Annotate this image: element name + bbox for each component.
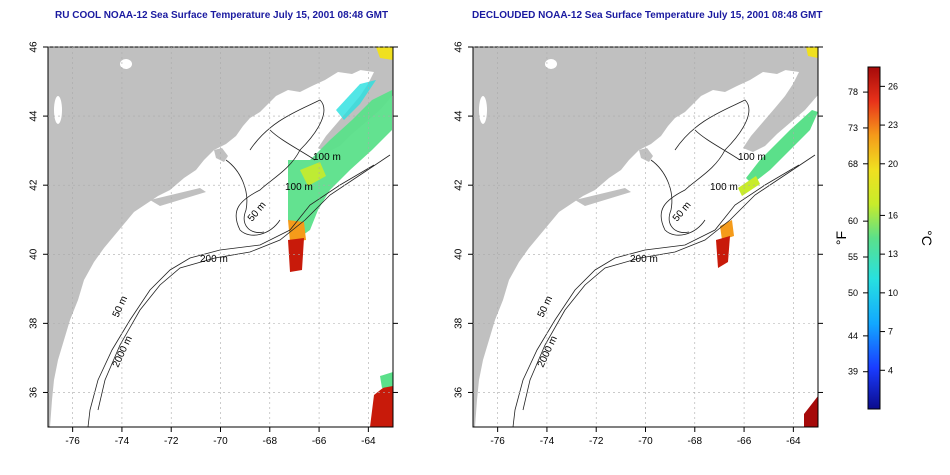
fahrenheit-axis-label: °F [833,231,849,245]
right-y-tick-label: 36 [454,386,465,398]
colorbar-fahrenheit-ticks: 78 73 68 60 55 50 44 39 [848,87,868,377]
left-label-100m-a: 100 m [313,152,341,163]
left-sst-corner-red [370,380,393,427]
left-sst-corner-green [380,372,393,388]
colorbar-celsius-ticks: 26 23 20 16 13 10 7 4 [880,81,898,375]
right-y-tick-label: 44 [454,110,465,122]
colorbar-f-tick-label: 78 [848,87,858,97]
left-x-tick-label: -64 [361,436,376,447]
left-gridlines [48,46,393,427]
right-x-tick-label: -64 [786,436,801,447]
left-map-title: RU COOL NOAA-12 Sea Surface Temperature … [55,10,389,21]
left-sst-swath-cyan [336,80,376,120]
left-x-tick-label: -66 [312,436,327,447]
left-x-tick-label: -70 [213,436,228,447]
right-sst-corner-red [804,396,818,427]
left-nova-scotia [318,47,393,152]
right-lake-2 [479,96,487,124]
left-label-100m-b: 100 m [285,182,313,193]
right-label-100m-b: 100 m [710,182,738,193]
left-cape-cod [214,148,228,162]
left-sst-warm-red [288,238,304,272]
left-x-tick-label: -72 [164,436,179,447]
left-x-tick-label: -74 [115,436,130,447]
left-y-tick-label: 40 [29,248,40,260]
colorbar: 78 73 68 60 55 50 44 39 26 23 20 16 13 10 7 4 °F °C [833,66,935,410]
right-y-tick-label: 38 [454,317,465,329]
right-x-tick-label: -66 [737,436,752,447]
right-y-tick-label: 40 [454,248,465,260]
right-x-tick-label: -70 [638,436,653,447]
left-lake-2 [54,96,62,124]
right-y-tick-label: 42 [454,179,465,191]
left-axis-ticks: -76 -74 -72 -70 -68 -66 -64 36 38 40 42 44 46 [29,41,398,447]
left-y-tick-label: 36 [29,386,40,398]
colorbar-c-tick-label: 10 [888,288,898,298]
left-y-tick-label: 38 [29,317,40,329]
colorbar-f-tick-label: 68 [848,159,858,169]
colorbar-f-tick-label: 44 [848,331,858,341]
right-gridlines [473,46,818,427]
left-y-tick-label: 44 [29,110,40,122]
right-land [473,47,799,427]
colorbar-c-tick-label: 20 [888,159,898,169]
colorbar-f-tick-label: 73 [848,123,858,133]
right-label-100m-a: 100 m [738,152,766,163]
right-sst-corner-yellow [806,47,818,58]
colorbar-f-tick-label: 39 [848,367,858,377]
right-map-title: DECLOUDED NOAA-12 Sea Surface Temperatur… [472,10,823,21]
right-x-tick-label: -72 [589,436,604,447]
colorbar-c-tick-label: 23 [888,120,898,130]
right-x-tick-label: -74 [540,436,555,447]
right-lake-1 [545,59,557,69]
colorbar-f-tick-label: 50 [848,288,858,298]
left-land [48,47,374,427]
right-long-island [575,188,631,206]
right-contours [512,99,816,427]
colorbar-c-tick-label: 13 [888,249,898,259]
colorbar-f-tick-label: 55 [848,252,858,262]
left-sst-corner-yellow [376,47,393,60]
right-nova-scotia [743,47,818,152]
right-x-tick-label: -68 [688,436,703,447]
left-sst-warm-orange [288,220,306,242]
left-label-200m: 200 m [200,254,228,265]
right-sst-yellow [738,176,760,196]
left-x-tick-label: -76 [65,436,80,447]
left-y-tick-label: 46 [29,41,40,53]
right-sst-red [716,236,730,268]
celsius-axis-label: °C [919,230,935,246]
right-cape-cod [639,148,653,162]
left-contours [87,99,391,427]
right-label-200m: 200 m [630,254,658,265]
left-y-tick-label: 42 [29,179,40,191]
right-x-tick-label: -76 [490,436,505,447]
colorbar-c-tick-label: 7 [888,327,893,337]
left-lake-1 [120,59,132,69]
left-sst-swath-yellow [300,162,326,186]
colorbar-f-tick-label: 60 [848,216,858,226]
colorbar-gradient [867,66,881,410]
left-x-tick-label: -68 [263,436,278,447]
colorbar-c-tick-label: 16 [888,210,898,220]
right-y-tick-label: 46 [454,41,465,53]
colorbar-c-tick-label: 26 [888,81,898,91]
colorbar-c-tick-label: 4 [888,365,893,375]
right-sst-green [746,110,818,184]
right-axis-ticks: -76 -74 -72 -70 -68 -66 -64 36 38 40 42 44 46 [454,41,823,447]
left-long-island [150,188,206,206]
